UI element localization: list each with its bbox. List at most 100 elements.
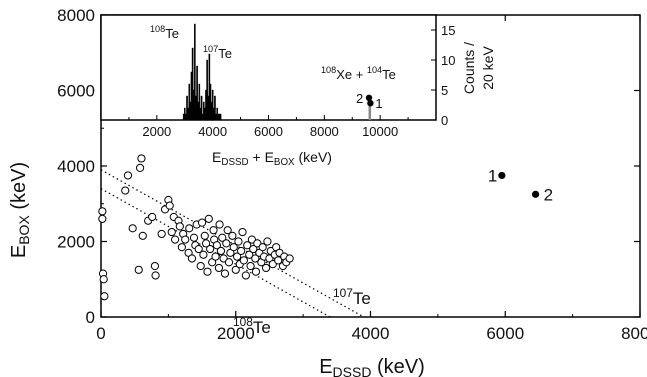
inset-histogram-bar — [200, 95, 203, 121]
main-y-tick-label: 4000 — [57, 157, 95, 176]
main-annotation-107te: 107Te — [333, 286, 371, 308]
inset-x-tick-label: 4000 — [198, 124, 227, 139]
main-open-point — [181, 235, 190, 244]
main-open-point — [177, 243, 186, 252]
main-open-point — [171, 235, 180, 244]
main-open-point — [249, 244, 258, 254]
main-open-point — [212, 241, 221, 250]
main-open-point — [98, 207, 107, 216]
main-open-point — [189, 233, 199, 242]
main-filled-point-label: 2 — [544, 185, 553, 204]
main-open-point — [234, 237, 243, 246]
inset-x-tick-label: 2000 — [142, 124, 171, 139]
main-open-point — [185, 224, 194, 233]
main-y-tick-label: 2000 — [57, 233, 95, 252]
main-open-point — [196, 261, 205, 271]
inset-histogram-bar-xe — [368, 96, 372, 120]
inset-histogram-bar — [206, 59, 208, 121]
main-x-tick-label: 4000 — [352, 324, 390, 343]
main-open-point — [228, 231, 237, 240]
main-open-point — [224, 258, 234, 267]
main-open-point — [150, 261, 159, 271]
main-open-point — [261, 263, 271, 273]
main-open-point — [157, 229, 166, 239]
main-x-tick-label: 0 — [96, 324, 105, 343]
main-open-point — [246, 261, 255, 271]
main-open-point — [151, 271, 160, 280]
inset-filled-point-label: 1 — [375, 96, 382, 111]
main-open-point — [223, 226, 232, 235]
inset-x-axis-label: EDSSD + EBOX (keV) — [212, 149, 332, 168]
main-open-point — [197, 218, 207, 227]
inset-histogram-bar — [214, 95, 216, 121]
main-open-point — [263, 237, 272, 246]
inset-filled-point-label: 2 — [356, 91, 363, 106]
inset-y-tick-label: 5 — [441, 83, 448, 98]
main-open-point — [220, 269, 230, 278]
main-open-point — [239, 256, 248, 265]
inset-y-tick-label: 15 — [441, 23, 455, 38]
main-open-point — [199, 250, 208, 259]
main-open-point — [194, 244, 203, 254]
annotations: 108Te 107Te 108Te 107Te 108Xe + 104Te — [150, 24, 396, 337]
main-open-point — [98, 214, 107, 223]
main-filled-point — [531, 190, 540, 198]
main-y-axis-label: EBOX (keV) — [8, 162, 32, 258]
inset-filled-point — [367, 100, 374, 107]
main-open-point — [123, 171, 133, 180]
inset-annotation-107te: 107Te — [203, 44, 232, 61]
inset-histogram-bar — [194, 23, 196, 121]
main-open-point — [121, 186, 130, 195]
main-open-point — [231, 265, 240, 274]
main-x-axis-label: EDSSD (keV) — [319, 356, 425, 377]
inset-annotation-108te: 108Te — [150, 24, 179, 41]
inset-plot-frame — [100, 14, 437, 121]
main-open-point — [232, 252, 242, 261]
inset-annotation-xe-te: 108Xe + 104Te — [321, 65, 396, 82]
main-open-point — [216, 246, 226, 256]
inset-filled-point — [365, 94, 373, 102]
inset-y-tick-label: 0 — [441, 113, 448, 128]
main-open-point — [251, 254, 260, 263]
main-scatter-plot: 020004000600080000200040006000800012 — [57, 6, 647, 343]
main-open-point — [165, 201, 174, 210]
inset-histogram-bar — [211, 89, 214, 121]
main-y-tick-label: 8000 — [57, 6, 95, 25]
main-y-tick-label: 0 — [86, 308, 95, 327]
main-open-point — [238, 227, 247, 237]
inset-histogram-bar — [196, 65, 198, 121]
inset-y-tick-label: 10 — [441, 53, 455, 68]
main-open-point — [209, 226, 218, 235]
inset-histogram-bar — [219, 113, 222, 121]
inset-y-axis-label-line2: 20 keV — [480, 46, 496, 90]
main-filled-point — [498, 171, 506, 180]
main-open-point — [100, 292, 109, 301]
main-open-point — [215, 220, 224, 229]
inset-x-tick-label: 8000 — [310, 124, 339, 139]
main-open-point — [214, 263, 224, 273]
main-open-point — [285, 254, 294, 263]
main-annotation-108te: 108Te — [233, 315, 271, 337]
main-open-point — [175, 222, 184, 231]
main-y-tick-label: 6000 — [57, 82, 95, 101]
main-open-point — [251, 267, 261, 276]
main-open-point — [206, 244, 215, 254]
main-open-point — [243, 241, 252, 250]
main-dotted-line — [100, 169, 365, 318]
main-open-point — [222, 239, 231, 248]
main-open-point — [137, 154, 146, 163]
main-open-point — [241, 271, 250, 280]
main-open-point — [134, 265, 143, 274]
main-open-point — [135, 163, 145, 172]
main-open-point — [237, 246, 246, 256]
main-open-point — [167, 227, 176, 237]
inset-x-tick-label: 6000 — [254, 124, 283, 139]
axis-labels: EDSSD (keV) EBOX (keV) EDSSD + EBOX (keV… — [8, 42, 496, 377]
main-filled-point-label: 1 — [488, 166, 497, 185]
main-open-point — [202, 239, 211, 248]
inset-spectrum: 2000 4000 6000 8000 10000 0 5 10 15 12 — [100, 14, 455, 139]
main-open-point — [138, 231, 147, 240]
main-open-point — [274, 256, 283, 265]
inset-histogram-bar — [191, 47, 194, 121]
